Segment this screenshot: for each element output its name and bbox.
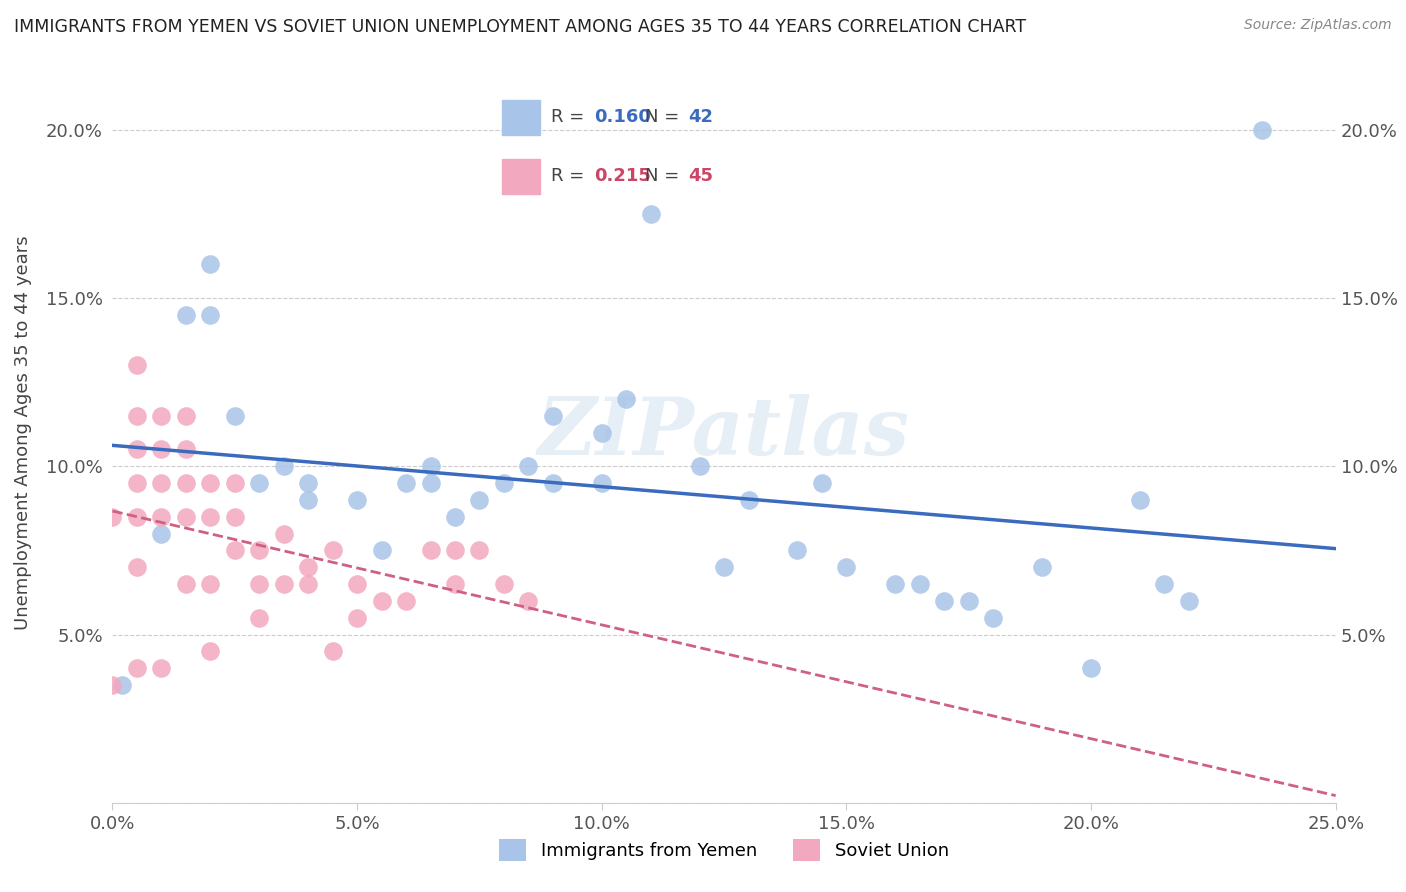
Point <box>174 577 197 591</box>
Point <box>1031 560 1053 574</box>
Point <box>1080 661 1102 675</box>
Point <box>591 476 613 491</box>
Point <box>713 560 735 574</box>
Point <box>150 661 173 675</box>
Point <box>492 577 515 591</box>
Point <box>444 509 467 524</box>
Point <box>1153 577 1175 591</box>
Point <box>200 577 222 591</box>
Point <box>247 476 270 491</box>
Point <box>591 425 613 440</box>
Point <box>884 577 907 591</box>
Point <box>957 594 980 608</box>
Point <box>786 543 808 558</box>
Point <box>150 442 173 457</box>
Point <box>150 526 173 541</box>
Point <box>174 442 197 457</box>
Point <box>908 577 931 591</box>
Point <box>737 492 759 507</box>
Text: ZIPatlas: ZIPatlas <box>538 394 910 471</box>
Point <box>297 492 319 507</box>
Point <box>200 257 222 271</box>
Point <box>224 476 246 491</box>
Point <box>322 644 344 658</box>
Point <box>174 476 197 491</box>
Point <box>125 509 148 524</box>
Point <box>273 526 295 541</box>
Point <box>346 610 368 624</box>
Point <box>101 509 124 524</box>
Point <box>273 577 295 591</box>
Point <box>492 476 515 491</box>
Point <box>468 543 491 558</box>
Point <box>111 678 134 692</box>
Point <box>934 594 956 608</box>
Point <box>444 543 467 558</box>
Point <box>370 594 392 608</box>
Point <box>444 577 467 591</box>
Point <box>224 509 246 524</box>
Point <box>517 459 540 474</box>
Point <box>1178 594 1201 608</box>
Legend: Immigrants from Yemen, Soviet Union: Immigrants from Yemen, Soviet Union <box>492 831 956 868</box>
Point <box>174 509 197 524</box>
Point <box>395 476 418 491</box>
Point <box>297 560 319 574</box>
Point <box>981 610 1004 624</box>
Point <box>247 610 270 624</box>
Point <box>395 594 418 608</box>
Y-axis label: Unemployment Among Ages 35 to 44 years: Unemployment Among Ages 35 to 44 years <box>14 235 32 630</box>
Point <box>150 476 173 491</box>
Point <box>541 476 564 491</box>
Point <box>614 392 637 406</box>
Point <box>125 476 148 491</box>
Point <box>1129 492 1152 507</box>
Point <box>419 476 441 491</box>
Point <box>811 476 834 491</box>
Point <box>224 409 246 423</box>
Point <box>224 543 246 558</box>
Point <box>125 560 148 574</box>
Point <box>541 409 564 423</box>
Point <box>101 678 124 692</box>
Point <box>150 509 173 524</box>
Point <box>370 543 392 558</box>
Point <box>200 476 222 491</box>
Point <box>640 207 662 221</box>
Point <box>200 308 222 322</box>
Point <box>125 359 148 373</box>
Point <box>200 644 222 658</box>
Point <box>247 577 270 591</box>
Point <box>174 409 197 423</box>
Text: IMMIGRANTS FROM YEMEN VS SOVIET UNION UNEMPLOYMENT AMONG AGES 35 TO 44 YEARS COR: IMMIGRANTS FROM YEMEN VS SOVIET UNION UN… <box>14 18 1026 36</box>
Point <box>468 492 491 507</box>
Point <box>125 442 148 457</box>
Point <box>297 476 319 491</box>
Point <box>517 594 540 608</box>
Point <box>125 661 148 675</box>
Point <box>689 459 711 474</box>
Point <box>419 459 441 474</box>
Point <box>174 308 197 322</box>
Point <box>322 543 344 558</box>
Point <box>200 509 222 524</box>
Point <box>247 543 270 558</box>
Point <box>1251 122 1274 136</box>
Point <box>346 577 368 591</box>
Text: Source: ZipAtlas.com: Source: ZipAtlas.com <box>1244 18 1392 32</box>
Point <box>419 543 441 558</box>
Point <box>273 459 295 474</box>
Point <box>835 560 858 574</box>
Point <box>346 492 368 507</box>
Point <box>297 577 319 591</box>
Point <box>125 409 148 423</box>
Point <box>150 409 173 423</box>
